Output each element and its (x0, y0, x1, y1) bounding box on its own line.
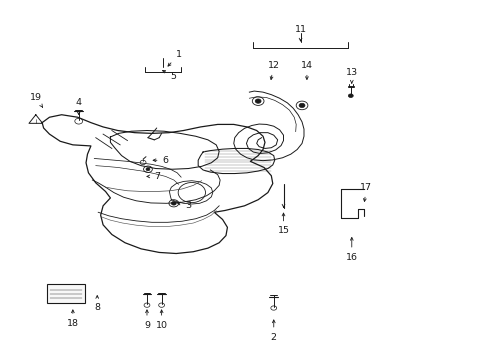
Text: 12: 12 (267, 61, 279, 80)
Text: 10: 10 (155, 310, 167, 330)
Text: 4: 4 (76, 98, 81, 114)
Text: 8: 8 (94, 296, 100, 312)
Text: 18: 18 (67, 310, 79, 328)
Text: 2: 2 (270, 320, 276, 342)
Text: 7: 7 (146, 172, 160, 181)
Text: 16: 16 (345, 238, 357, 262)
Text: 14: 14 (300, 61, 312, 80)
Text: 17: 17 (360, 183, 372, 202)
Text: 3: 3 (177, 201, 191, 210)
Text: 15: 15 (277, 213, 289, 235)
Circle shape (171, 202, 176, 205)
Text: 6: 6 (153, 156, 168, 165)
Circle shape (347, 94, 352, 98)
Circle shape (299, 103, 305, 108)
Text: 13: 13 (345, 68, 357, 83)
Bar (47, 284, 85, 303)
Text: 19: 19 (30, 93, 42, 107)
Circle shape (146, 168, 150, 171)
Text: 5: 5 (162, 71, 177, 81)
Text: 11: 11 (294, 25, 306, 41)
Text: 9: 9 (143, 310, 150, 330)
Circle shape (255, 99, 261, 103)
Text: 1: 1 (168, 50, 182, 66)
